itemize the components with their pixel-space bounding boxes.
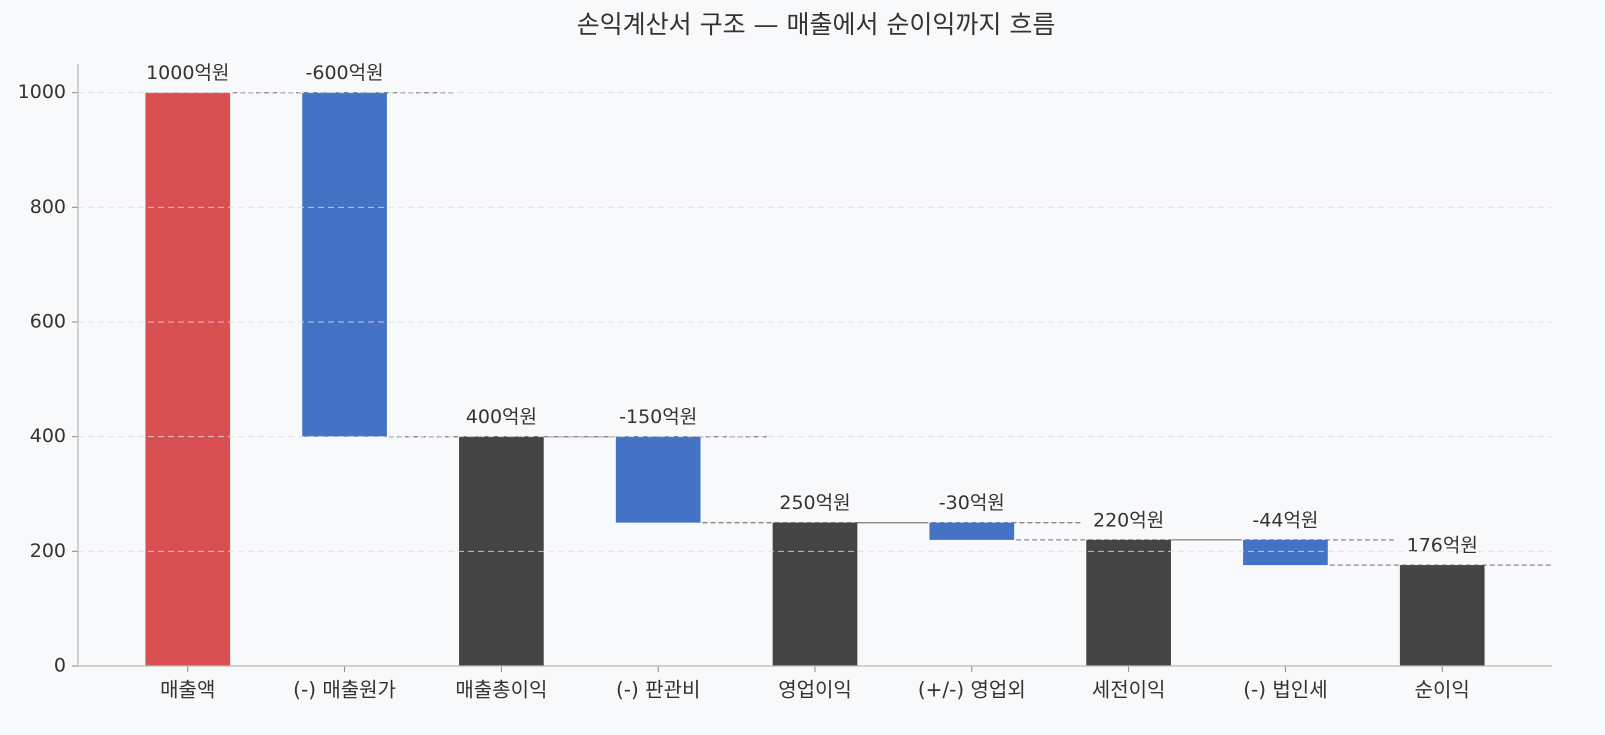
value-label: 1000억원 <box>146 62 229 84</box>
bar <box>1086 539 1171 666</box>
x-tick-label: (-) 매출원가 <box>293 678 396 702</box>
value-label: 250억원 <box>779 492 850 514</box>
x-tick-label: 매출액 <box>160 678 215 702</box>
x-tick-label: 순이익 <box>1415 678 1470 702</box>
bar <box>145 92 231 666</box>
chart-title: 손익계산서 구조 — 매출에서 순이익까지 흐름 <box>577 10 1056 39</box>
bar <box>1399 565 1485 666</box>
x-tick-label: (+/-) 영업외 <box>918 678 1026 702</box>
y-tick-label: 400 <box>30 425 66 447</box>
value-label: -44억원 <box>1252 509 1318 531</box>
value-label: -30억원 <box>939 492 1005 514</box>
x-tick-label: (-) 판관비 <box>616 678 700 702</box>
bar <box>929 522 1015 540</box>
y-tick-label: 800 <box>30 196 66 218</box>
y-tick-label: 0 <box>54 655 66 677</box>
value-label: -150억원 <box>619 406 697 428</box>
x-tick-label: 세전이익 <box>1092 678 1166 702</box>
y-tick-label: 200 <box>30 540 66 562</box>
bar <box>1243 539 1328 566</box>
value-label: 176억원 <box>1407 535 1478 557</box>
y-tick-label: 1000 <box>18 81 66 103</box>
bar <box>302 92 387 437</box>
x-tick-label: 매출총이익 <box>455 678 547 702</box>
y-tick-label: 600 <box>30 311 66 333</box>
x-tick-label: (-) 법인세 <box>1243 678 1327 702</box>
value-label: 220억원 <box>1093 509 1164 531</box>
x-tick-label: 영업이익 <box>778 678 852 702</box>
bar <box>772 522 858 666</box>
bar <box>615 436 701 523</box>
value-label: 400억원 <box>466 406 537 428</box>
value-label: -600억원 <box>306 62 384 84</box>
